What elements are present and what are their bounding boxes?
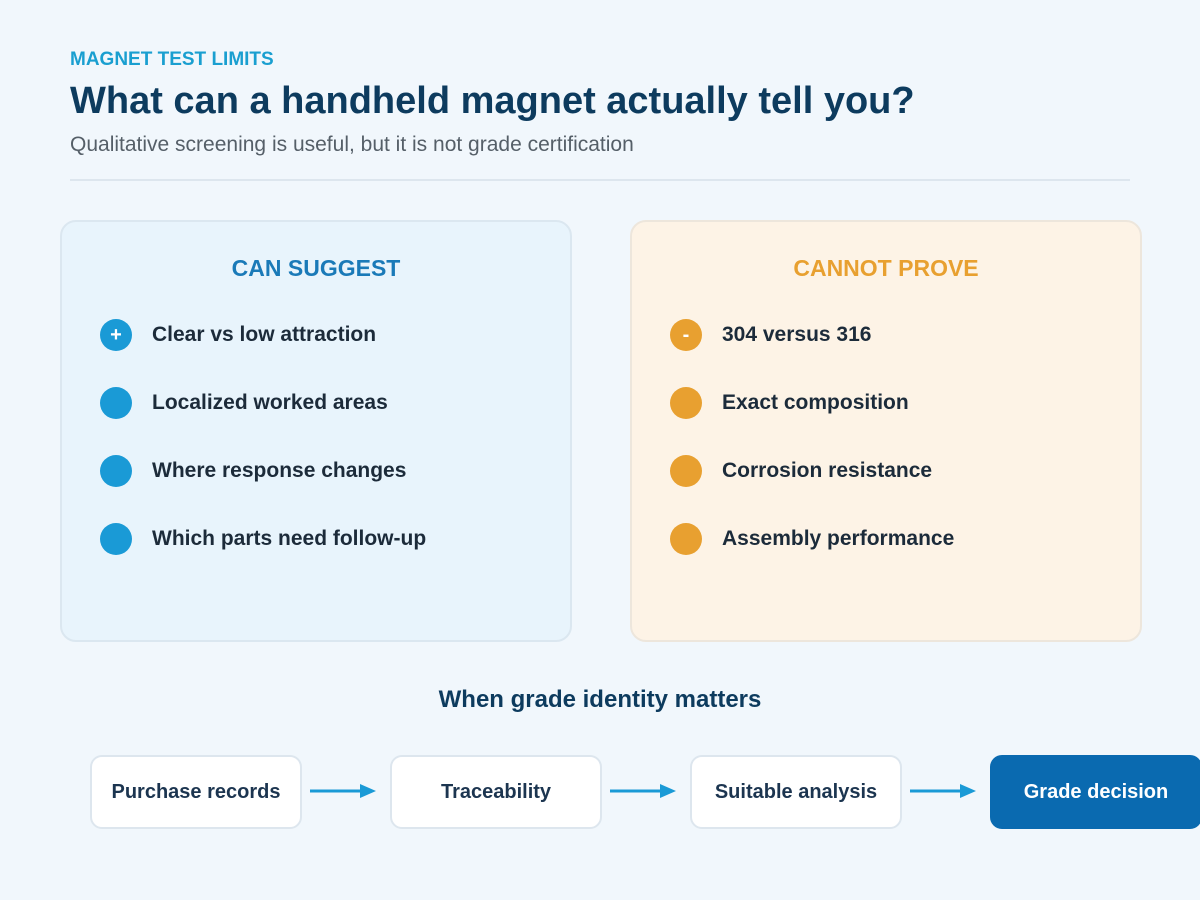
panel-title: CAN SUGGEST — [231, 255, 401, 281]
subtitle: Qualitative screening is useful, but it … — [70, 133, 634, 156]
flow-step: Grade decision — [990, 755, 1200, 829]
bullet — [670, 455, 702, 487]
item-text: Which parts need follow-up — [152, 527, 427, 550]
item-text: Exact composition — [722, 391, 909, 414]
panel: CAN SUGGEST + Clear vs low attraction Local… — [60, 220, 572, 642]
item-text: Localized worked areas — [152, 391, 388, 414]
item-text: Assembly performance — [722, 527, 955, 550]
list-item: Exact composition — [670, 387, 909, 419]
list-item: Where response changes — [100, 455, 406, 487]
bullet — [670, 387, 702, 419]
list-item: Which parts need follow-up — [100, 523, 426, 555]
bullet: + — [100, 319, 132, 351]
bullet — [100, 387, 132, 419]
item-text: 304 versus 316 — [722, 323, 872, 346]
item-text: Corrosion resistance — [722, 459, 933, 482]
eyebrow: MAGNET TEST LIMITS — [70, 49, 274, 70]
item-text: Clear vs low attraction — [152, 323, 377, 346]
bullet: - — [670, 319, 702, 351]
flow-arrow — [610, 784, 676, 798]
list-item: Assembly performance — [670, 523, 954, 555]
title: What can a handheld magnet actually tell… — [70, 80, 915, 122]
flow-title: When grade identity matters — [438, 686, 762, 713]
flow-step: Suitable analysis — [690, 755, 902, 829]
bullet — [670, 523, 702, 555]
flow-step: Traceability — [390, 755, 602, 829]
list-item: -304 versus 316 — [670, 319, 871, 351]
flow-arrow — [310, 784, 376, 798]
list-item: Corrosion resistance — [670, 455, 932, 487]
flow-arrow — [910, 784, 976, 798]
item-text: Where response changes — [152, 459, 407, 482]
panel: CANNOT PROVE -304 versus 316 Exact composi… — [630, 220, 1142, 642]
flow-step: Purchase records — [90, 755, 302, 829]
list-item: Localized worked areas — [100, 387, 388, 419]
panel-title: CANNOT PROVE — [793, 255, 979, 281]
bullet — [100, 455, 132, 487]
divider — [70, 179, 1130, 181]
bullet — [100, 523, 132, 555]
list-item: + Clear vs low attraction — [100, 319, 376, 351]
